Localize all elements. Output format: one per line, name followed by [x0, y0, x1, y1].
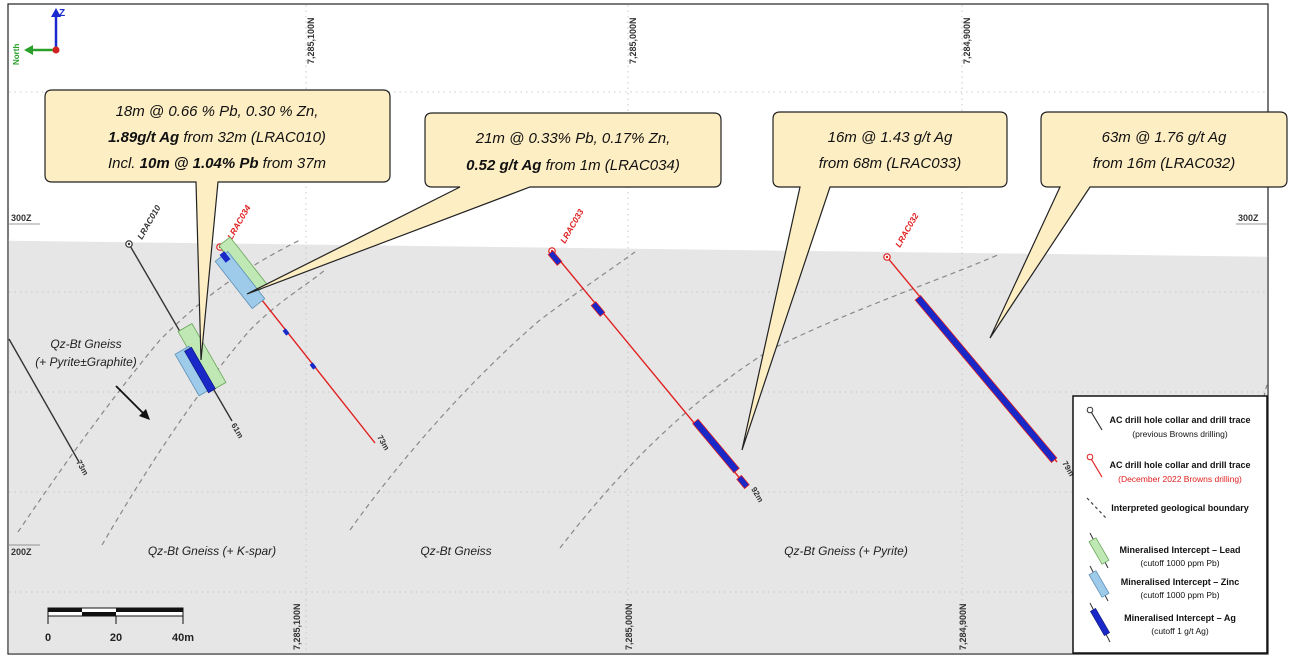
- up-arrow-icon: [51, 8, 61, 17]
- svg-text:AC drill hole collar and drill: AC drill hole collar and drill trace: [1109, 460, 1250, 470]
- scale-label-0: 0: [45, 632, 51, 644]
- callout-1-line1: 18m @ 0.66 % Pb, 0.30 % Zn,: [116, 103, 319, 120]
- dashed-line-icon: [1086, 497, 1107, 519]
- callout-lrac010: 18m @ 0.66 % Pb, 0.30 % Zn, 1.89g/t Ag f…: [44, 89, 391, 361]
- legend-item-boundary: Interpreted geological boundary: [1086, 497, 1249, 519]
- northing-bottom-2: 7,285,000N: [624, 603, 634, 650]
- legend-item-collar-red: AC drill hole collar and drill trace (De…: [1086, 453, 1251, 484]
- collar-black-icon: [1086, 406, 1094, 414]
- northing-labels-bottom: 7,285,100N 7,285,000N 7,284,900N: [292, 603, 968, 650]
- svg-text:(previous Browns drilling): (previous Browns drilling): [1132, 429, 1228, 439]
- geology-label-gneiss-graphite-1: Qz-Bt Gneiss: [50, 337, 121, 351]
- svg-text:(cutoff 1 g/t Ag): (cutoff 1 g/t Ag): [1151, 626, 1209, 636]
- level-label-300z-right: 300Z: [1238, 213, 1259, 223]
- northing-bottom-1: 7,285,100N: [292, 603, 302, 650]
- callout-lrac033: 16m @ 1.43 g/t Ag from 68m (LRAC033): [741, 111, 1008, 451]
- legend-box: [1072, 395, 1268, 654]
- silver-bar-icon: [1089, 607, 1111, 637]
- callout-lrac034: 21m @ 0.33% Pb, 0.17% Zn, 0.52 g/t Ag fr…: [246, 112, 722, 295]
- geology-label-gneiss-graphite-2: (+ Pyrite±Graphite): [35, 355, 137, 369]
- callout-1-line2: 1.89g/t Ag from 32m (LRAC010): [108, 129, 326, 146]
- silver-intercept: [547, 250, 563, 266]
- silver-intercept: [590, 301, 606, 317]
- svg-text:Mineralised Intercept – Ag: Mineralised Intercept – Ag: [1124, 613, 1236, 623]
- northing-top-1: 7,285,100N: [306, 17, 316, 64]
- silver-intercept: [219, 251, 231, 263]
- callout-4-line1: 63m @ 1.76 g/t Ag: [1102, 129, 1227, 146]
- silver-intercept: [184, 346, 216, 394]
- geology-label-plain: Qz-Bt Gneiss: [420, 544, 491, 558]
- legend: AC drill hole collar and drill trace (pr…: [1072, 395, 1268, 654]
- scale-bar: 0 20 40m: [45, 607, 194, 644]
- callout-2-line1: 21m @ 0.33% Pb, 0.17% Zn,: [475, 130, 671, 147]
- level-labels: 300Z 300Z 200Z: [9, 213, 1267, 557]
- silver-intercept: [914, 294, 1058, 464]
- svg-text:(cutoff 1000 ppm Pb): (cutoff 1000 ppm Pb): [1140, 558, 1219, 568]
- geology-label-kspar: Qz-Bt Gneiss (+ K-spar): [148, 544, 276, 558]
- level-label-300z-left: 300Z: [11, 213, 32, 223]
- svg-text:Interpreted geological boundar: Interpreted geological boundary: [1111, 503, 1249, 513]
- callout-bubble: [989, 111, 1288, 339]
- svg-text:Mineralised Intercept – Lead: Mineralised Intercept – Lead: [1119, 545, 1240, 555]
- callout-bubble: [44, 89, 391, 361]
- silver-intercept: [692, 418, 740, 474]
- scale-label-40: 40m: [172, 632, 194, 644]
- origin-dot-icon: [52, 46, 60, 54]
- level-label-200z-left: 200Z: [11, 547, 32, 557]
- legend-item-zinc: Mineralised Intercept – Zinc (cutoff 100…: [1088, 565, 1240, 602]
- lead-bar-icon: [1088, 537, 1110, 565]
- northing-top-3: 7,284,900N: [962, 17, 972, 64]
- north-label: North: [12, 44, 21, 65]
- collar-red-icon: [1086, 453, 1094, 461]
- north-arrow-icon: [24, 45, 33, 55]
- z-axis-label: Z: [59, 8, 65, 19]
- svg-text:(cutoff 1000 ppm Pb): (cutoff 1000 ppm Pb): [1140, 590, 1219, 600]
- legend-item-silver: Mineralised Intercept – Ag (cutoff 1 g/t…: [1089, 602, 1236, 643]
- silver-intercept: [736, 474, 750, 490]
- northing-top-2: 7,285,000N: [628, 17, 638, 64]
- callout-4-line2: from 16m (LRAC032): [1093, 155, 1236, 172]
- geology-label-pyrite: Qz-Bt Gneiss (+ Pyrite): [784, 544, 908, 558]
- northing-labels-top: 7,285,100N 7,285,000N 7,284,900N: [306, 17, 972, 64]
- zinc-bar-icon: [1088, 570, 1110, 598]
- legend-item-collar-black: AC drill hole collar and drill trace (pr…: [1086, 406, 1251, 439]
- silver-intercept-small: [282, 328, 290, 336]
- callout-3-line1: 16m @ 1.43 g/t Ag: [828, 129, 953, 146]
- scale-label-20: 20: [110, 632, 122, 644]
- legend-item-lead: Mineralised Intercept – Lead (cutoff 100…: [1088, 532, 1241, 569]
- silver-intercept-small: [309, 362, 317, 370]
- northing-bottom-3: 7,284,900N: [958, 603, 968, 650]
- geology-labels: Qz-Bt Gneiss (+ Pyrite±Graphite) Qz-Bt G…: [35, 337, 908, 558]
- svg-text:AC drill hole collar and drill: AC drill hole collar and drill trace: [1109, 415, 1250, 425]
- surface-line: [8, 239, 1268, 257]
- geology-arrow: [115, 385, 150, 420]
- callout-3-line2: from 68m (LRAC033): [819, 155, 962, 172]
- callout-bubble: [246, 112, 722, 295]
- svg-text:Mineralised Intercept – Zinc: Mineralised Intercept – Zinc: [1121, 577, 1240, 587]
- arrow-icon: [139, 409, 150, 420]
- callout-bubble: [741, 111, 1008, 451]
- orientation-widget: Z North: [12, 8, 65, 65]
- callout-2-line2: 0.52 g/t Ag from 1m (LRAC034): [466, 157, 680, 174]
- callout-lrac032: 63m @ 1.76 g/t Ag from 16m (LRAC032): [989, 111, 1288, 339]
- svg-text:(December 2022 Browns drilling: (December 2022 Browns drilling): [1118, 474, 1242, 484]
- callout-1-line3: Incl. 10m @ 1.04% Pb from 37m: [108, 155, 326, 172]
